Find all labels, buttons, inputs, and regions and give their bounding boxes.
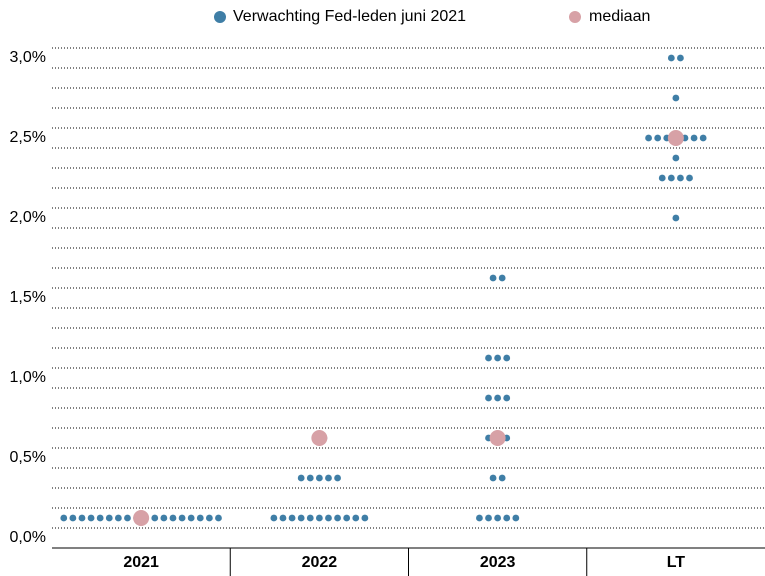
dot (503, 514, 511, 522)
dot (315, 474, 323, 482)
dot (485, 354, 492, 362)
dot (498, 274, 506, 282)
dot (151, 514, 159, 522)
dot (105, 514, 113, 522)
dot (672, 94, 680, 102)
dot (205, 514, 213, 522)
dot (485, 514, 492, 522)
dot (498, 474, 506, 482)
y-tick-label: 1,5% (10, 289, 46, 306)
dot (325, 474, 332, 482)
dot (686, 174, 693, 182)
dot (667, 174, 675, 182)
dot (288, 514, 296, 522)
dot (677, 54, 684, 62)
y-tick-label: 0,5% (10, 449, 46, 466)
dot (325, 514, 332, 522)
y-tick-label: 2,0% (10, 209, 46, 226)
dot (494, 514, 502, 522)
dot (178, 514, 186, 522)
median-dot (489, 430, 506, 446)
dot (334, 514, 341, 522)
y-tick-label: 0,0% (10, 529, 46, 546)
dot (494, 354, 502, 362)
dot (503, 394, 511, 402)
dot (60, 514, 68, 522)
dot (297, 474, 305, 482)
dot (215, 514, 222, 522)
dot (96, 514, 104, 522)
median-dot (133, 510, 150, 526)
dot (196, 514, 204, 522)
dot (489, 274, 497, 282)
dot (654, 134, 662, 142)
x-tick-label: LT (667, 554, 686, 571)
dot (667, 54, 675, 62)
dot (114, 514, 122, 522)
y-tick-label: 1,0% (10, 369, 46, 386)
dot (306, 514, 314, 522)
dot (658, 174, 666, 182)
dot (672, 214, 680, 222)
dot (187, 514, 195, 522)
dot (645, 134, 652, 142)
dot (87, 514, 95, 522)
dot (476, 514, 483, 522)
y-tick-label: 3,0% (10, 49, 46, 66)
dot (270, 514, 278, 522)
dot (124, 514, 131, 522)
dot (334, 474, 341, 482)
dot (315, 514, 323, 522)
legend-marker (569, 11, 581, 23)
dot (297, 514, 305, 522)
median-dot (311, 430, 328, 446)
dot (306, 474, 314, 482)
dot (485, 394, 492, 402)
dot (343, 514, 351, 522)
dot (503, 354, 511, 362)
dot (279, 514, 287, 522)
median-dot (667, 130, 684, 146)
dot (69, 514, 77, 522)
dot (677, 174, 684, 182)
legend-label: mediaan (589, 8, 650, 25)
dot (78, 514, 86, 522)
dot (494, 394, 502, 402)
dot (512, 514, 520, 522)
x-tick-label: 2021 (123, 554, 159, 571)
x-tick-label: 2022 (302, 554, 338, 571)
dot (690, 134, 698, 142)
dot (160, 514, 168, 522)
legend-label: Verwachting Fed-leden juni 2021 (233, 8, 466, 25)
dot (489, 474, 497, 482)
dot (352, 514, 360, 522)
dot (672, 154, 680, 162)
dot (169, 514, 177, 522)
dot (699, 134, 707, 142)
legend-marker (214, 11, 226, 23)
x-tick-label: 2023 (480, 554, 516, 571)
y-tick-label: 2,5% (10, 129, 46, 146)
dot (361, 514, 369, 522)
